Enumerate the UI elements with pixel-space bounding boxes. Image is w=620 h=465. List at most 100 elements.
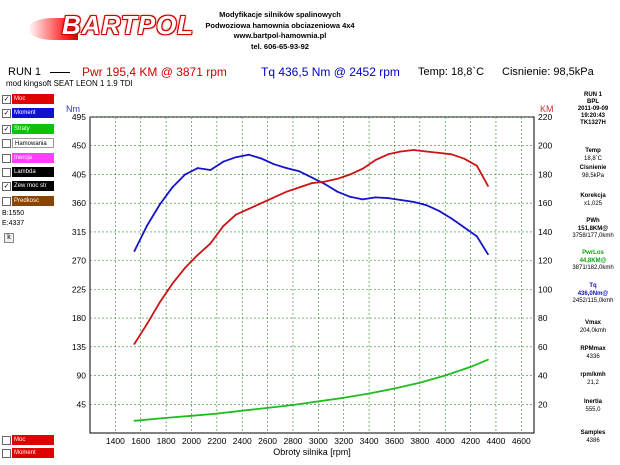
flame-icon — [28, 18, 78, 40]
checkbox[interactable] — [2, 154, 11, 163]
data-point — [158, 203, 161, 206]
y-right-tick-label: 160 — [538, 198, 552, 208]
bottom-toggle-moc[interactable]: Moc — [2, 435, 54, 445]
detail-row: rpm/kmh 21,2 — [566, 372, 620, 387]
summary-row: RUN 1 Pwr 195,4 KM @ 3871 rpm Tq 436,5 N… — [0, 64, 620, 80]
car-description: mod kingsoft SEAT LEON 1 1.9 TDI — [6, 79, 133, 88]
plot-frame — [89, 116, 535, 434]
detail-value: 555,0 — [585, 406, 601, 413]
checkbox[interactable] — [2, 168, 11, 177]
detail-key: Cisnienie — [579, 165, 607, 171]
run-line-sample — [50, 72, 70, 73]
y-left-tick-label: 135 — [72, 342, 86, 352]
data-point — [222, 225, 225, 228]
y-left-tick-label: 225 — [72, 284, 86, 294]
detail-row: Cisnienie 98,5kPa — [566, 165, 620, 180]
detail-value: 21,2 — [587, 379, 599, 386]
checkbox[interactable] — [2, 436, 11, 445]
detail-value: 204,0kmh — [579, 327, 607, 334]
checkbox[interactable]: ✓ — [2, 109, 11, 118]
data-point — [190, 414, 193, 417]
y-left-tick-label: 450 — [72, 141, 86, 151]
detail-row: Tq 436,0Nm@ 2452/115,0kmh — [566, 283, 620, 306]
x-tick-label: 4200 — [461, 436, 480, 446]
data-point — [412, 149, 415, 151]
data-point — [273, 163, 275, 166]
k-button[interactable]: k — [4, 233, 14, 243]
x-tick-label: 1600 — [131, 436, 150, 446]
data-point — [368, 392, 370, 395]
series-toggle-predkosc[interactable]: Predkosc — [2, 196, 54, 206]
checkbox[interactable] — [2, 449, 11, 458]
data-point — [393, 387, 396, 390]
toggle-label: Straty — [12, 124, 54, 134]
data-point — [387, 197, 390, 199]
series-toggle-inercja[interactable]: Inercja — [2, 153, 54, 163]
y-right-tick-label: 120 — [538, 256, 552, 266]
y-right-tick-label: 180 — [538, 169, 552, 179]
x-tick-label: 3800 — [410, 436, 429, 446]
contact-line: tel. 606-65-93-92 — [251, 41, 309, 51]
checkbox[interactable]: ✓ — [2, 125, 11, 134]
y-right-tick-label: 200 — [538, 141, 552, 151]
data-point — [425, 204, 428, 206]
data-point — [209, 169, 212, 171]
y-right-tick-label: 40 — [538, 371, 548, 381]
series-toggle-lambda[interactable]: Lambda — [2, 167, 54, 177]
data-point — [469, 366, 472, 368]
data-point — [463, 226, 466, 229]
data-point — [387, 153, 390, 156]
y-right-axis-label: KM — [540, 104, 554, 114]
y-right-tick-label: 140 — [538, 227, 552, 237]
series-toggle-zew-moc[interactable]: ✓ Zew moc str — [2, 181, 54, 191]
bottom-toggle-moment[interactable]: Moment — [2, 448, 54, 458]
data-point — [425, 150, 428, 153]
run-details-panel: RUN 1 BPL 2011-09-09 19:20:43 TK1327H Temp 18,… — [566, 90, 620, 465]
series-toggle-moc[interactable]: ✓ Moc — [2, 94, 54, 104]
detail-row: 19:20:43 — [566, 113, 620, 121]
data-point — [209, 242, 212, 245]
data-point — [349, 173, 351, 176]
data-point — [311, 182, 313, 184]
y-left-tick-label: 270 — [72, 256, 86, 266]
data-point — [273, 196, 275, 199]
series-line-moc — [133, 149, 489, 345]
series-toggle-moment[interactable]: ✓ Moment — [2, 108, 54, 118]
y-left-tick-label: 90 — [77, 371, 87, 381]
data-point — [196, 253, 199, 256]
detail-key: Korekcja — [580, 193, 606, 199]
detail-row: TK1327H — [566, 120, 620, 128]
x-tick-label: 4600 — [512, 436, 531, 446]
series-toggle-hamowania[interactable]: Hamowania — [2, 138, 54, 148]
y-left-tick-label: 45 — [77, 399, 87, 409]
x-tick-label: 2200 — [207, 436, 226, 446]
data-point — [323, 180, 326, 183]
detail-value: 44,8KM@ — [579, 257, 607, 264]
data-point — [487, 358, 489, 361]
detail-key: Tq — [589, 283, 597, 289]
checkbox[interactable]: ✓ — [2, 95, 11, 104]
header: BARTPOL Modyfikacje silników spalinowych… — [0, 0, 620, 60]
series-toggle-straty[interactable]: ✓ Straty — [2, 124, 54, 134]
checkbox[interactable]: ✓ — [2, 182, 11, 191]
begin-rpm: B:1550 — [2, 210, 25, 217]
checkbox[interactable] — [2, 197, 11, 206]
data-point — [374, 159, 377, 161]
toggle-label: Moment — [12, 108, 54, 118]
data-point — [450, 153, 453, 156]
x-tick-label: 2600 — [258, 436, 277, 446]
detail-row: RPMmax 4336 — [566, 346, 620, 361]
detail-row: Samples 4386 — [566, 430, 620, 445]
checkbox[interactable] — [2, 139, 11, 148]
data-point — [165, 417, 168, 419]
x-tick-label: 4400 — [486, 436, 505, 446]
data-point — [444, 374, 447, 377]
temperature-summary: Temp: 18,8`C — [418, 66, 485, 78]
data-point — [487, 253, 489, 256]
x-tick-label: 2800 — [284, 436, 303, 446]
data-point — [196, 167, 199, 169]
data-point — [336, 177, 339, 180]
contact-line: Podwoziowa hamownia obciazeniowa 4x4 — [205, 20, 355, 30]
detail-key: Inertia — [583, 399, 602, 405]
x-tick-label: 1400 — [106, 436, 125, 446]
